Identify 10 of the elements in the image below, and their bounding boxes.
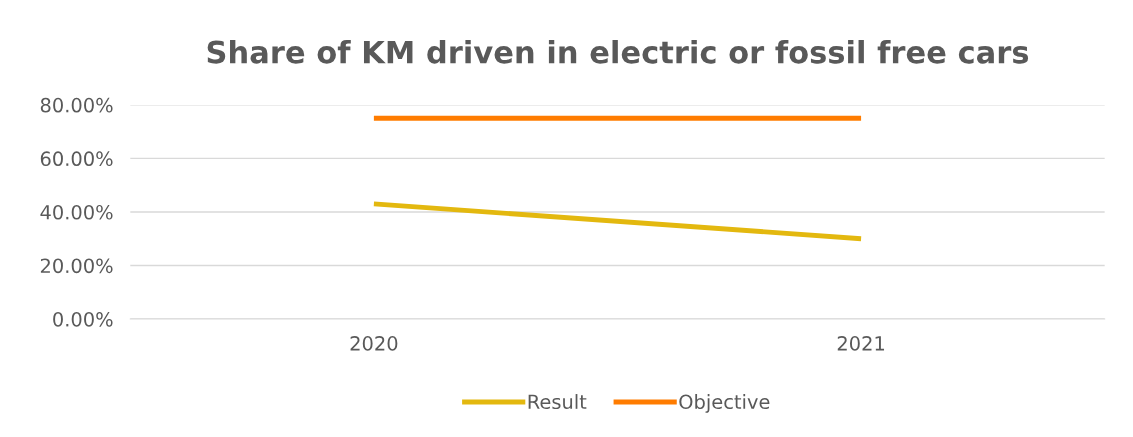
legend-label: Objective xyxy=(679,394,770,413)
y-tick-label: 0.00% xyxy=(53,311,113,327)
legend-label: Result xyxy=(528,394,587,410)
y-tick-label: 60.00% xyxy=(40,151,113,167)
y-tick-label: 80.00% xyxy=(40,97,113,113)
y-tick-label: 40.00% xyxy=(40,204,113,220)
y-tick-label: 20.00% xyxy=(40,258,113,274)
chart-title: Share of KM driven in electric or fossil free cars xyxy=(207,40,1029,64)
x-tick-label: 2020 xyxy=(350,336,398,351)
x-tick-label: 2021 xyxy=(837,336,885,351)
